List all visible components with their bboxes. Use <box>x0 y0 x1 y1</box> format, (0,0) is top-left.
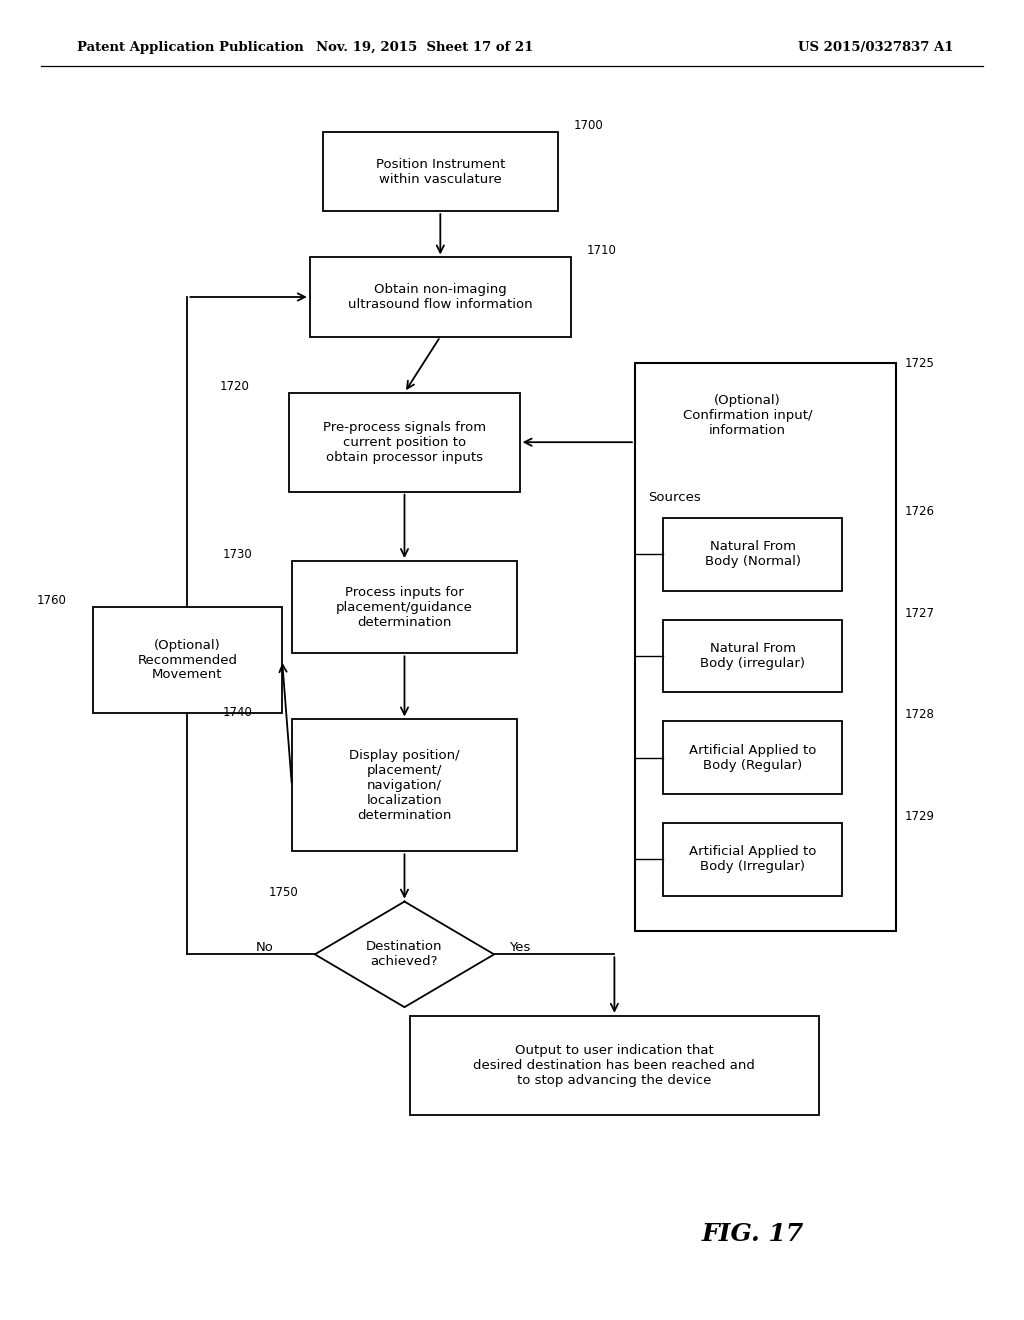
Text: Pre-process signals from
current position to
obtain processor inputs: Pre-process signals from current positio… <box>323 421 486 463</box>
Text: Position Instrument
within vasculature: Position Instrument within vasculature <box>376 157 505 186</box>
FancyBboxPatch shape <box>292 561 517 653</box>
Text: US 2015/0327837 A1: US 2015/0327837 A1 <box>798 41 953 54</box>
Text: Obtain non-imaging
ultrasound flow information: Obtain non-imaging ultrasound flow infor… <box>348 282 532 312</box>
Text: 1729: 1729 <box>904 810 934 824</box>
Polygon shape <box>315 902 495 1007</box>
Text: 1710: 1710 <box>586 244 616 257</box>
FancyBboxPatch shape <box>635 363 896 931</box>
FancyBboxPatch shape <box>290 393 520 491</box>
Text: 1700: 1700 <box>573 119 603 132</box>
FancyBboxPatch shape <box>323 132 558 211</box>
Text: 1727: 1727 <box>904 607 934 620</box>
Text: Artificial Applied to
Body (Irregular): Artificial Applied to Body (Irregular) <box>689 845 816 874</box>
FancyBboxPatch shape <box>664 722 842 795</box>
FancyBboxPatch shape <box>309 257 571 337</box>
Text: (Optional)
Confirmation input/
information: (Optional) Confirmation input/ informati… <box>683 395 812 437</box>
Text: 1725: 1725 <box>904 356 934 370</box>
Text: Display position/
placement/
navigation/
localization
determination: Display position/ placement/ navigation/… <box>349 748 460 822</box>
Text: Output to user indication that
desired destination has been reached and
to stop : Output to user indication that desired d… <box>473 1044 756 1086</box>
Text: FIG. 17: FIG. 17 <box>701 1222 804 1246</box>
FancyBboxPatch shape <box>664 620 842 692</box>
Text: Destination
achieved?: Destination achieved? <box>367 940 442 969</box>
Text: Sources: Sources <box>648 491 701 504</box>
Text: Process inputs for
placement/guidance
determination: Process inputs for placement/guidance de… <box>336 586 473 628</box>
FancyBboxPatch shape <box>664 517 842 591</box>
Text: 1726: 1726 <box>904 506 934 519</box>
Text: Yes: Yes <box>510 941 530 954</box>
FancyBboxPatch shape <box>410 1016 819 1114</box>
Text: (Optional)
Recommended
Movement: (Optional) Recommended Movement <box>137 639 238 681</box>
FancyBboxPatch shape <box>292 719 517 851</box>
Text: Natural From
Body (Normal): Natural From Body (Normal) <box>705 540 801 569</box>
FancyBboxPatch shape <box>92 607 282 713</box>
Text: 1750: 1750 <box>268 886 299 899</box>
Text: Nov. 19, 2015  Sheet 17 of 21: Nov. 19, 2015 Sheet 17 of 21 <box>316 41 534 54</box>
Text: 1730: 1730 <box>222 548 252 561</box>
Text: 1728: 1728 <box>904 709 934 721</box>
Text: 1740: 1740 <box>222 706 252 719</box>
Text: Patent Application Publication: Patent Application Publication <box>77 41 303 54</box>
Text: Artificial Applied to
Body (Regular): Artificial Applied to Body (Regular) <box>689 743 816 772</box>
Text: 1720: 1720 <box>220 380 250 393</box>
Text: No: No <box>256 941 274 954</box>
Text: 1760: 1760 <box>37 594 67 607</box>
Text: Natural From
Body (irregular): Natural From Body (irregular) <box>700 642 805 671</box>
FancyBboxPatch shape <box>664 824 842 896</box>
